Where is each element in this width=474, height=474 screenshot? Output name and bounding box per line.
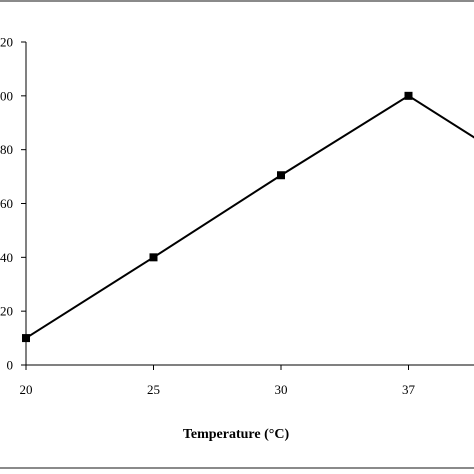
plot-area: 0 20 40 60 80 100 120 20 25 30 37 bbox=[0, 35, 474, 397]
x-tick-label: 30 bbox=[275, 382, 288, 397]
data-point-marker bbox=[149, 253, 158, 262]
y-tick-label: 20 bbox=[0, 304, 13, 319]
x-tick-label: 20 bbox=[20, 382, 33, 397]
series-layer bbox=[22, 91, 474, 343]
data-point-marker bbox=[404, 91, 413, 100]
y-ticks: 0 20 40 60 80 100 120 bbox=[0, 35, 26, 373]
y-tick-label: 40 bbox=[0, 250, 13, 265]
x-ticks: 20 25 30 37 bbox=[20, 365, 416, 397]
y-tick-label: 0 bbox=[7, 358, 14, 373]
y-tick-label: 80 bbox=[0, 142, 13, 157]
series-line bbox=[25, 94, 474, 339]
y-tick-label: 100 bbox=[0, 88, 13, 103]
x-tick-label: 25 bbox=[147, 382, 160, 397]
x-tick-label: 37 bbox=[402, 382, 416, 397]
x-axis-title: Temperature (°C) bbox=[183, 427, 290, 442]
data-point-marker bbox=[22, 334, 30, 343]
y-tick-label: 60 bbox=[0, 196, 13, 211]
data-point-marker bbox=[277, 171, 285, 180]
y-tick-label: 120 bbox=[0, 35, 13, 50]
